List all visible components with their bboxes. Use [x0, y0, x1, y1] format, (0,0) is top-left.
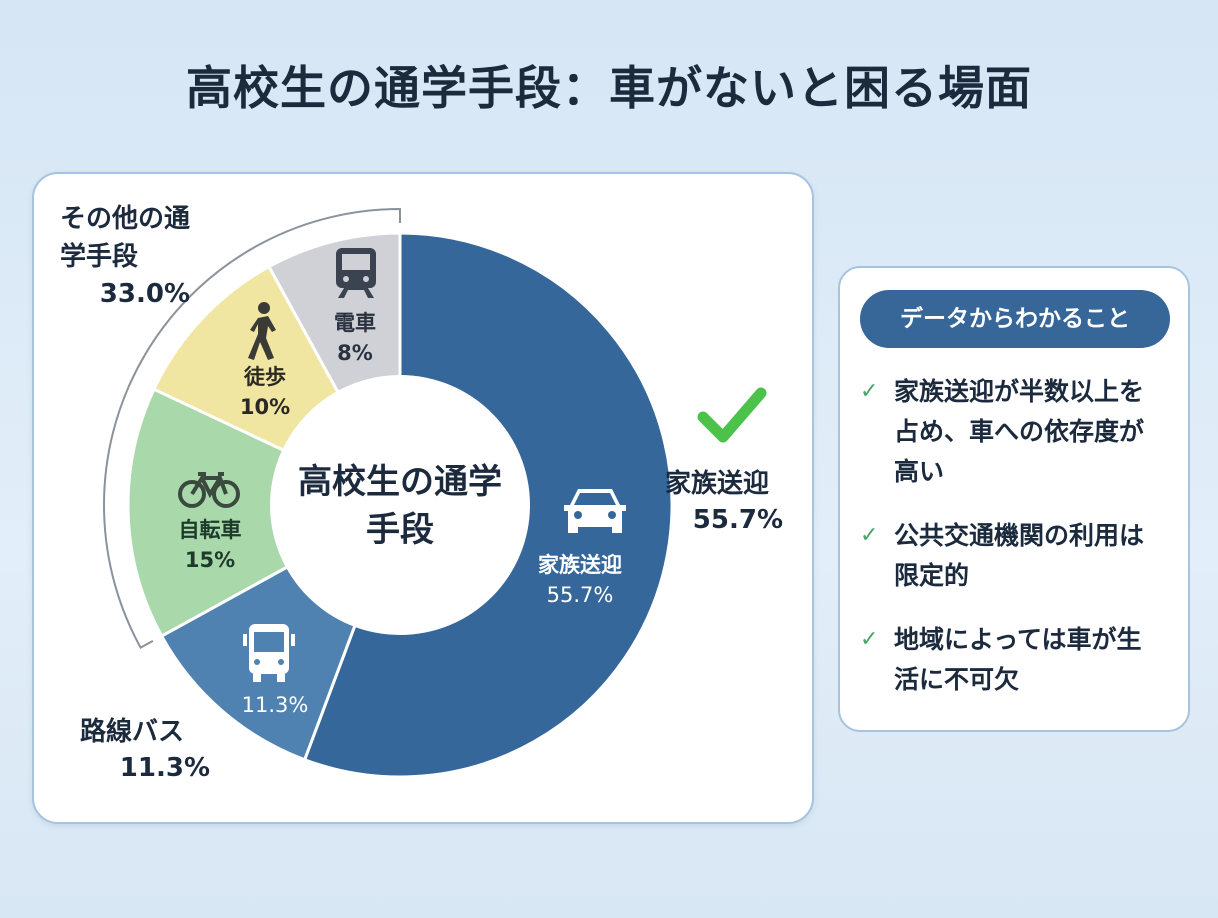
- checkmark-icon: [697, 385, 767, 451]
- car-icon: [564, 489, 626, 533]
- family-value: 55.7%: [692, 505, 783, 535]
- slice-label-bicycle: 自転車 15%: [160, 515, 260, 575]
- others-bracket: [103, 207, 401, 649]
- findings-heading: データからわかること: [860, 290, 1170, 348]
- walking-icon: [248, 302, 276, 360]
- slice-name: 電車: [334, 311, 376, 335]
- center-label: 高校生の通学手段: [298, 462, 502, 550]
- slice-value: 10%: [239, 395, 291, 419]
- slice-label-bus: 11.3%: [220, 690, 330, 720]
- slice-name: 自転車: [178, 518, 242, 542]
- finding-item: ✓ 地域によっては車が生活に不可欠: [860, 620, 1164, 700]
- slice-value: 8%: [337, 341, 373, 365]
- slice-label-walk: 徒歩 10%: [220, 362, 310, 422]
- others-value: 33.0%: [99, 279, 190, 309]
- bicycle-icon: [178, 472, 240, 508]
- family-label: 家族送迎: [665, 469, 770, 499]
- donut-hole: [270, 375, 530, 635]
- slice-name: 徒歩: [244, 365, 286, 389]
- bus-value: 11.3%: [119, 753, 210, 783]
- bus-callout: 路線バス 11.3%: [80, 714, 210, 786]
- slice-value: 15%: [184, 548, 236, 572]
- finding-item: ✓ 家族送迎が半数以上を占め、車への依存度が高い: [860, 372, 1164, 492]
- findings-panel: データからわかること ✓ 家族送迎が半数以上を占め、車への依存度が高い ✓ 公共交通…: [838, 266, 1190, 732]
- slice-value: 11.3%: [241, 693, 309, 717]
- bus-icon: [243, 624, 295, 682]
- finding-item: ✓ 公共交通機関の利用は限定的: [860, 516, 1164, 596]
- slice-label-train: 電車 8%: [315, 308, 395, 368]
- slice-value: 55.7%: [546, 583, 614, 607]
- others-callout: その他の通学手段 33.0%: [60, 200, 190, 312]
- slice-label-family: 家族送迎 55.7%: [515, 550, 645, 610]
- bus-label: 路線バス: [80, 717, 185, 747]
- checkmark-icon: ✓: [860, 523, 879, 548]
- slice-bicycle: [126, 387, 404, 639]
- checkmark-icon: ✓: [860, 379, 879, 404]
- train-icon: [336, 248, 376, 298]
- checkmark-icon: ✓: [860, 627, 879, 652]
- page-title: 高校生の通学手段：車がないと困る場面: [186, 61, 1032, 115]
- others-label: その他の通学手段: [60, 204, 191, 272]
- family-callout: 家族送迎 55.7%: [665, 466, 805, 538]
- slice-name: 家族送迎: [538, 553, 622, 577]
